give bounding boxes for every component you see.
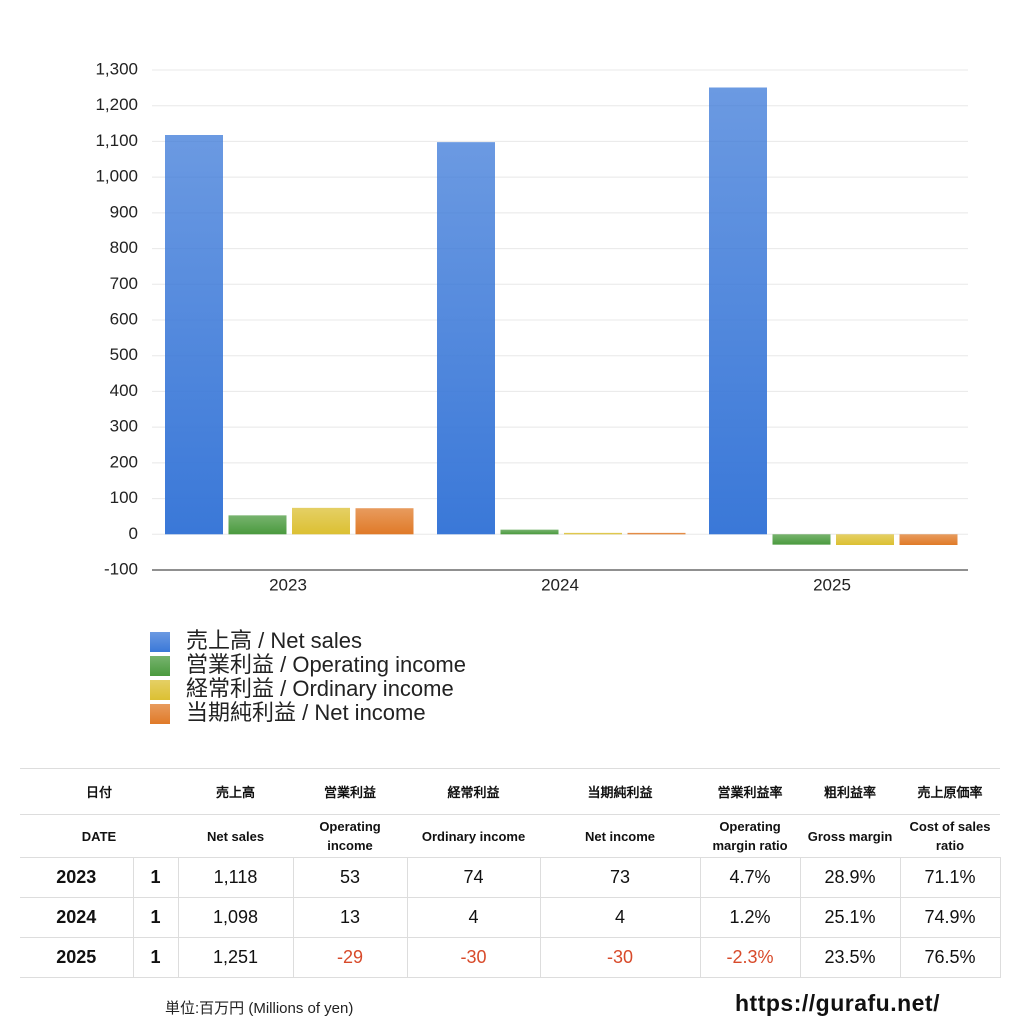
- table-cell: 営業利益: [293, 768, 408, 815]
- y-tick-label: 1,300: [95, 59, 138, 78]
- bar: [627, 532, 686, 535]
- table-cell: -30: [406, 937, 541, 978]
- bar: [772, 534, 831, 545]
- table-cell: 2024: [20, 897, 134, 938]
- y-tick-label: 500: [110, 345, 138, 364]
- y-tick-label: 1,000: [95, 167, 138, 186]
- bar: [500, 529, 559, 535]
- table-cell: 74.9%: [899, 897, 1001, 938]
- table-cell: Operating income: [293, 814, 408, 858]
- table-cell: 1,118: [177, 857, 294, 898]
- table-cell: 1.2%: [699, 897, 801, 938]
- table-cell: 4.7%: [699, 857, 801, 898]
- table-row: 2024 1 1,098 13 4 4 1.2% 25.1% 74.9%: [20, 897, 1001, 938]
- table-cell: 売上高: [178, 768, 294, 815]
- table-cell: Gross margin: [800, 814, 901, 858]
- table-cell: 4: [406, 897, 541, 938]
- legend-swatch: [150, 680, 170, 700]
- legend-label: 経常利益 / Ordinary income: [186, 676, 454, 701]
- legend-label: 営業利益 / Operating income: [186, 652, 466, 677]
- table-cell: 73: [539, 857, 701, 898]
- y-tick-label: 900: [110, 202, 138, 221]
- legend-label: 当期純利益 / Net income: [186, 700, 426, 725]
- bar: [437, 142, 495, 535]
- table-cell: 売上原価率: [900, 768, 1001, 815]
- x-tick-label: 2023: [269, 575, 307, 594]
- table-cell: 1: [133, 897, 179, 938]
- table-cell: 1: [133, 937, 179, 978]
- table-cell: 71.1%: [899, 857, 1001, 898]
- table-cell: 当期純利益: [540, 768, 701, 815]
- table-cell: 53: [292, 857, 408, 898]
- unit-note: 単位:百万円 (Millions of yen): [165, 1000, 354, 1017]
- table-cell: Cost of sales ratio: [900, 814, 1001, 858]
- table-row: DATE Net sales Operating income Ordinary in…: [20, 814, 1001, 858]
- table-cell: DATE: [20, 814, 179, 858]
- table-cell: 2025: [20, 937, 134, 978]
- table-cell: 4: [539, 897, 701, 938]
- chart: -100 0 100 200 300 400 500 600 700 800 900 1,000 1,1…: [95, 59, 968, 725]
- table-cell: 23.5%: [799, 937, 901, 978]
- y-tick-label: 400: [110, 381, 138, 400]
- site-url: https://gurafu.net/: [735, 990, 940, 1016]
- bar: [899, 534, 958, 545]
- table-cell: 74: [406, 857, 541, 898]
- table-cell: -30: [539, 937, 701, 978]
- table-cell: 1: [133, 857, 179, 898]
- x-tick-label: 2024: [541, 575, 579, 594]
- legend-swatch: [150, 704, 170, 724]
- bar: [564, 532, 622, 535]
- y-tick-label: 300: [110, 417, 138, 436]
- table-cell: 2023: [20, 857, 134, 898]
- table-cell: 25.1%: [799, 897, 901, 938]
- table-cell: 経常利益: [407, 768, 541, 815]
- bar: [165, 135, 223, 535]
- legend-label: 売上高 / Net sales: [186, 628, 362, 653]
- table-cell: 日付: [20, 768, 179, 815]
- y-tick-label: 600: [110, 309, 138, 328]
- table-cell: 1,251: [177, 937, 294, 978]
- table-cell: 営業利益率: [700, 768, 801, 815]
- table-cell: -2.3%: [699, 937, 801, 978]
- y-tick-label: 1,200: [95, 95, 138, 114]
- table-cell: 13: [292, 897, 408, 938]
- y-tick-label: 800: [110, 238, 138, 257]
- bar: [836, 534, 894, 545]
- bar: [355, 508, 414, 535]
- y-tick-label: -100: [104, 559, 138, 578]
- table-cell: Operating margin ratio: [700, 814, 801, 858]
- table-cell: -29: [292, 937, 408, 978]
- y-tick-label: 1,100: [95, 131, 138, 150]
- table-cell: 76.5%: [899, 937, 1001, 978]
- table-cell: Ordinary income: [407, 814, 541, 858]
- y-tick-label: 0: [129, 524, 138, 543]
- y-tick-label: 200: [110, 452, 138, 471]
- legend-swatch: [150, 632, 170, 652]
- table-row: 2023 1 1,118 53 74 73 4.7% 28.9% 71.1%: [20, 857, 1001, 898]
- data-table: 日付 売上高 営業利益 経常利益 当期純利益 営業利益率 粗利益率 売上原価率 DATE Net …: [20, 768, 1001, 978]
- y-tick-label: 700: [110, 274, 138, 293]
- bar: [292, 507, 350, 535]
- table-cell: Net income: [540, 814, 701, 858]
- legend-swatch: [150, 656, 170, 676]
- bar: [228, 515, 287, 535]
- table-row: 2025 1 1,251 -29 -30 -30 -2.3% 23.5% 76.5%: [20, 937, 1001, 978]
- table-cell: 28.9%: [799, 857, 901, 898]
- table-row: 日付 売上高 営業利益 経常利益 当期純利益 営業利益率 粗利益率 売上原価率: [20, 768, 1001, 815]
- table-cell: 1,098: [177, 897, 294, 938]
- bar: [709, 87, 767, 535]
- table-cell: Net sales: [178, 814, 294, 858]
- table-cell: 粗利益率: [800, 768, 901, 815]
- x-tick-label: 2025: [813, 575, 851, 594]
- y-tick-label: 100: [110, 488, 138, 507]
